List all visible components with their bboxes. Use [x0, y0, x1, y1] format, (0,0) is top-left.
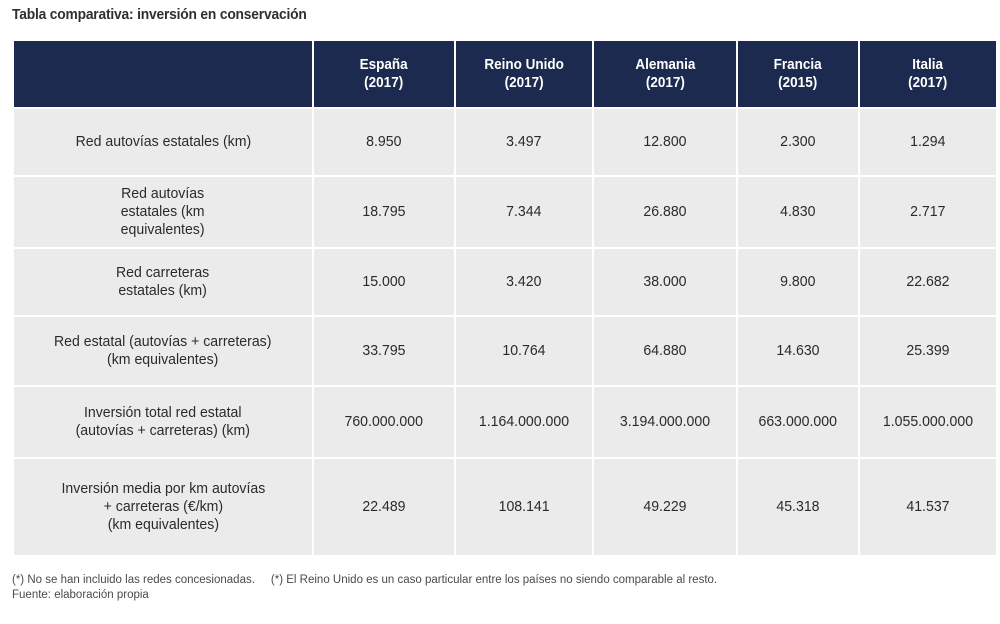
table-cell: 8.950: [312, 107, 456, 177]
table-cell: 2.300: [736, 107, 860, 177]
column-header-italia: Italia (2017): [858, 39, 998, 109]
table-cell: 2.717: [858, 175, 998, 249]
table-cell: 3.194.000.000: [592, 385, 738, 459]
row-label: Inversión total red estatal (autovías + c…: [12, 385, 314, 459]
table-cell: 22.489: [312, 457, 456, 557]
column-header-alemania: Alemania (2017): [592, 39, 738, 109]
row-label: Red autovías estatales (km equivalentes): [12, 175, 314, 249]
header-row: España (2017) Reino Unido (2017) Alemania(…: [12, 39, 998, 109]
table-cell: 26.880: [592, 175, 738, 249]
header-corner: [12, 39, 314, 109]
table-cell: 9.800: [736, 247, 860, 317]
footnotes: (*) No se han incluido las redes concesi…: [12, 573, 717, 603]
comparison-table: España (2017) Reino Unido (2017) Alemania(…: [12, 39, 998, 557]
footnote-concesionadas: (*) No se han incluido las redes concesi…: [12, 574, 255, 586]
table-cell: 4.830: [736, 175, 860, 249]
table-cell: 18.795: [312, 175, 456, 249]
table-cell: 760.000.000: [312, 385, 456, 459]
table-cell: 22.682: [858, 247, 998, 317]
row-label: Red autovías estatales (km): [12, 107, 314, 177]
table-cell: 3.420: [454, 247, 594, 317]
table-cell: 12.800: [592, 107, 738, 177]
table-row: Red carreteras estatales (km) 15.000 3.42…: [12, 247, 998, 317]
table-cell: 41.537: [858, 457, 998, 557]
table-row: Inversión total red estatal (autovías + c…: [12, 385, 998, 459]
column-header-francia: Francia (2015): [736, 39, 860, 109]
table-cell: 33.795: [312, 315, 456, 387]
table-cell: 38.000: [592, 247, 738, 317]
table-cell: 3.497: [454, 107, 594, 177]
table-cell: 108.141: [454, 457, 594, 557]
table-cell: 49.229: [592, 457, 738, 557]
table-row: Red autovías estatales (km) 8.950 3.497 …: [12, 107, 998, 177]
table-cell: 14.630: [736, 315, 860, 387]
table-cell: 1.055.000.000: [858, 385, 998, 459]
footnote-reino-unido: (*) El Reino Unido es un caso particular…: [270, 574, 718, 586]
table-cell: 25.399: [858, 315, 998, 387]
row-label: Inversión media por km autovías + carrete…: [12, 457, 314, 557]
table-cell: 64.880: [592, 315, 738, 387]
table-cell: 45.318: [736, 457, 860, 557]
table-cell: 10.764: [454, 315, 594, 387]
table-title: Tabla comparativa: inversión en conserva…: [12, 6, 307, 23]
table-cell: 663.000.000: [736, 385, 860, 459]
column-header-espana: España (2017): [312, 39, 456, 109]
table-row: Inversión media por km autovías + carrete…: [12, 457, 998, 557]
table-cell: 15.000: [312, 247, 456, 317]
column-header-reino-unido: Reino Unido (2017): [454, 39, 594, 109]
table-cell: 7.344: [454, 175, 594, 249]
table-cell: 1.294: [858, 107, 998, 177]
row-label: Red estatal (autovías + carreteras) (km e…: [12, 315, 314, 387]
table-cell: 1.164.000.000: [454, 385, 594, 459]
row-label: Red carreteras estatales (km): [12, 247, 314, 317]
source-note: Fuente: elaboración propia: [12, 589, 149, 601]
table-row: Red autovías estatales (km equivalentes) 1…: [12, 175, 998, 249]
table-row: Red estatal (autovías + carreteras) (km e…: [12, 315, 998, 387]
